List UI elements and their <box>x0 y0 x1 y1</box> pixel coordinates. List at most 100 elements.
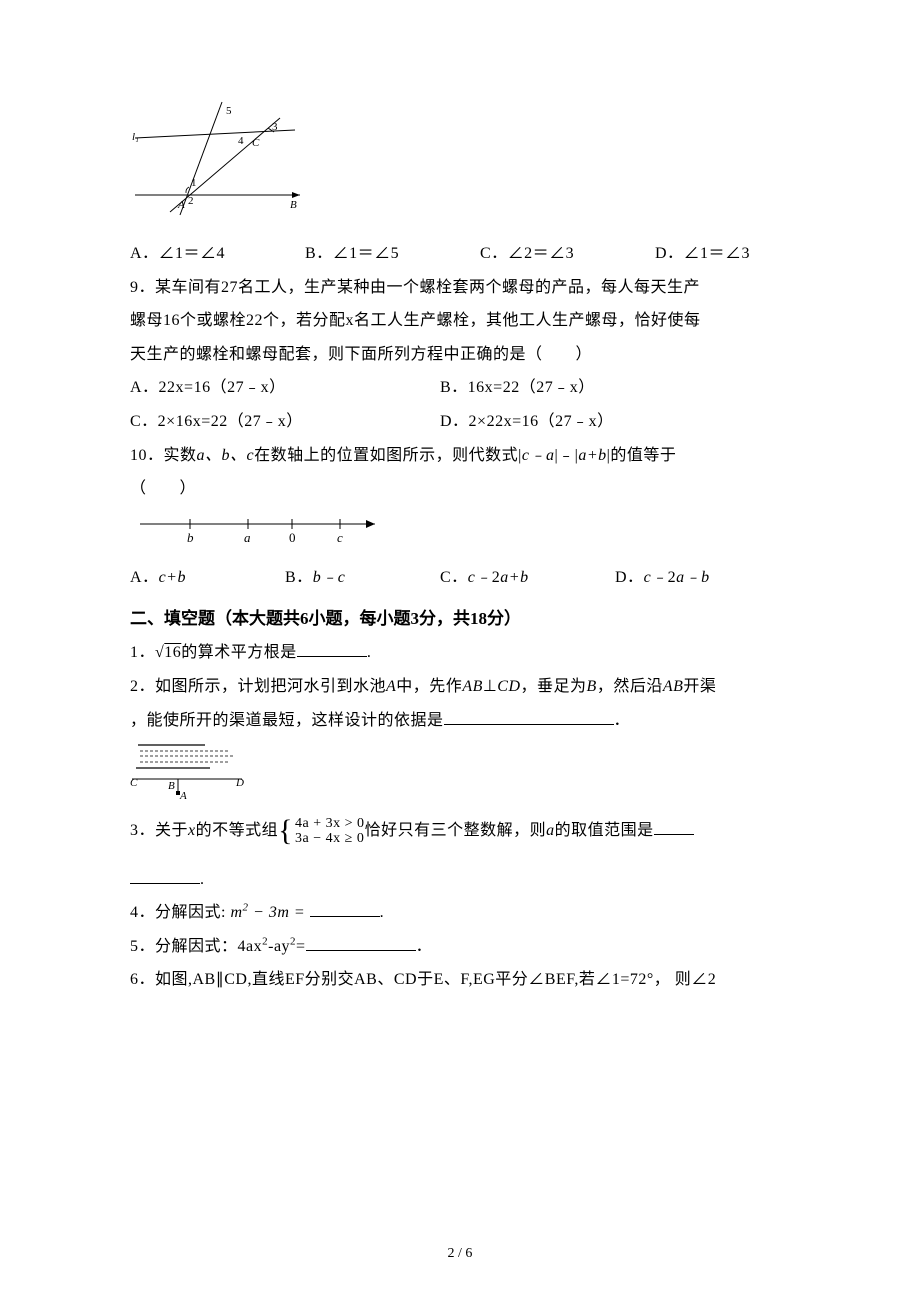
q9-opt-b: B．16x=22（27﹣x） <box>440 371 595 405</box>
f3-mid2: 恰好只有三个整数解，则 <box>365 822 547 839</box>
f3-suffix: 的取值范围是 <box>555 822 654 839</box>
f4: 4．分解因式: m2 − 3m = . <box>130 896 790 930</box>
f3-blank2 <box>130 868 200 884</box>
brace-icon: { <box>278 816 293 846</box>
f2-l1-b: B <box>587 678 597 695</box>
f4-prefix: 4．分解因式: <box>130 904 226 921</box>
q-top-options: A．∠1＝∠4 B．∠1＝∠5 C．∠2＝∠3 D．∠1＝∠3 <box>130 237 790 271</box>
section-2-title: 二、填空题（本大题共6小题，每小题3分，共18分） <box>130 602 790 636</box>
q9-options-1: A．22x=16（27﹣x） B．16x=22（27﹣x） <box>130 371 790 405</box>
nl-a: a <box>244 530 251 545</box>
numberline-svg: b a 0 c <box>130 510 390 548</box>
f5-prefix: 5．分解因式：4ax <box>130 938 262 955</box>
f5-eq: = <box>296 938 306 955</box>
q10-sep: |﹣| <box>554 447 578 464</box>
f2-l1-end: 开渠 <box>683 678 716 695</box>
q10-stem: 10．实数a、b、c在数轴上的位置如图所示，则代数式|c﹣a|﹣|a+b|的值等… <box>130 439 790 473</box>
f3-period: . <box>200 871 205 888</box>
f2-period: ． <box>614 712 631 729</box>
ch-d: D <box>235 777 244 789</box>
f1-prefix: 1． <box>130 644 155 661</box>
f3-x: x <box>188 822 196 839</box>
q10-mid: 在数轴上的位置如图所示，则代数式| <box>254 447 522 464</box>
f2-l1-ab: AB <box>462 678 483 695</box>
angles-diagram-svg: l₁ 5 3 4 C 1 2 A B <box>130 100 310 220</box>
f3-cont: . <box>130 863 790 897</box>
f4-blank <box>310 901 380 917</box>
f2-l1-a: A <box>386 678 396 695</box>
q10-expr1: c﹣a <box>522 447 555 464</box>
opt-a: A．∠1＝∠4 <box>130 237 305 271</box>
opt-b: B．∠1＝∠5 <box>305 237 480 271</box>
f2-l1-mid2: ，垂足为 <box>521 678 587 695</box>
f2-l1-mid: 中，先作 <box>396 678 462 695</box>
ch-c: C <box>130 777 138 789</box>
f2-l1-perp: ⊥ <box>483 678 497 695</box>
q10-opt-a: A．c+b <box>130 561 285 595</box>
f5-blank <box>306 935 416 951</box>
q10-suffix: |的值等于 <box>607 447 677 464</box>
f6: 6．如图,AB∥CD,直线EF分别交AB、CD于E、F,EG平分∠BEF,若∠1… <box>130 963 790 997</box>
f2-l1-suf: ，然后沿 <box>597 678 663 695</box>
channel-svg: C B D A <box>130 741 250 801</box>
opt-d: D．∠1＝∠3 <box>655 237 750 271</box>
q10-paren: （ ） <box>130 472 790 506</box>
label-4: 4 <box>238 135 244 147</box>
q9-opt-c: C．2×16x=22（27﹣x） <box>130 405 440 439</box>
figure-numberline: b a 0 c <box>130 510 790 553</box>
f1: 1．√16的算术平方根是. <box>130 636 790 670</box>
f1-sqrt: √16 <box>155 644 181 661</box>
label-1: 1 <box>191 177 197 189</box>
ch-a: A <box>179 790 187 801</box>
f3-system: 4a + 3x > 03a − 4x ≥ 0 <box>295 816 365 847</box>
f2-l1-cd: CD <box>497 678 520 695</box>
f3-expr2: 3a − 4x ≥ 0 <box>295 831 365 846</box>
nl-b: b <box>187 530 194 545</box>
f4-expr: m2 − 3m = <box>230 904 305 921</box>
f1-blank <box>297 641 367 657</box>
f4-period: . <box>380 904 385 921</box>
page-footer: 2 / 6 <box>0 1246 920 1262</box>
q9-stem-2: 螺母16个或螺栓22个，若分配x名工人生产螺栓，其他工人生产螺母，恰好使每 <box>130 304 790 338</box>
q9-stem-1: 9．某车间有27名工人，生产某种由一个螺栓套两个螺母的产品，每人每天生产 <box>130 271 790 305</box>
f3-a: a <box>546 822 555 839</box>
q10-options: A．c+b B．b﹣c C．c﹣2a+b D．c﹣2a﹣b <box>130 561 790 595</box>
figure-channel: C B D A <box>130 741 790 806</box>
q9-stem-3: 天生产的螺栓和螺母配套，则下面所列方程中正确的是（ ） <box>130 338 790 372</box>
f2-l1-ab2: AB <box>663 678 684 695</box>
opt-c: C．∠2＝∠3 <box>480 237 655 271</box>
f5: 5．分解因式：4ax2-ay2=． <box>130 930 790 964</box>
q10-opt-c: C．c﹣2a+b <box>440 561 615 595</box>
label-l1: l₁ <box>132 131 139 143</box>
q9-opt-d: D．2×22x=16（27﹣x） <box>440 405 614 439</box>
q9-opt-a: A．22x=16（27﹣x） <box>130 371 440 405</box>
q9-options-2: C．2×16x=22（27﹣x） D．2×22x=16（27﹣x） <box>130 405 790 439</box>
f5-period: ． <box>416 938 433 955</box>
label-c: C <box>252 137 260 149</box>
f3-expr1: 4a + 3x > 0 <box>295 816 365 831</box>
figure-angles: l₁ 5 3 4 C 1 2 A B <box>130 100 790 225</box>
f1-suffix: 的算术平方根是 <box>181 644 297 661</box>
q10-prefix: 10．实数 <box>130 447 197 464</box>
q10-opt-b: B．b﹣c <box>285 561 440 595</box>
q10-vars: a、b、c <box>197 447 255 464</box>
f2-l2-text: ，能使所开的渠道最短，这样设计的依据是 <box>130 712 444 729</box>
f3-mid1: 的不等式组 <box>196 822 279 839</box>
label-b: B <box>290 199 297 211</box>
label-2: 2 <box>188 195 194 207</box>
nl-0: 0 <box>289 530 296 545</box>
f3-prefix: 3．关于 <box>130 822 188 839</box>
f5-mid: -ay <box>268 938 290 955</box>
f3-blank <box>654 819 694 835</box>
f1-period: . <box>367 644 372 661</box>
f2-blank <box>444 709 614 725</box>
label-5: 5 <box>226 105 232 117</box>
label-a: A <box>177 199 185 211</box>
f2-line1: 2．如图所示，计划把河水引到水池A中，先作AB⊥CD，垂足为B，然后沿AB开渠 <box>130 670 790 704</box>
q10-opt-d: D．c﹣2a﹣b <box>615 561 710 595</box>
f2-line2: ，能使所开的渠道最短，这样设计的依据是 ． <box>130 704 790 738</box>
ch-b: B <box>168 780 175 792</box>
ch-a-dot <box>176 791 180 795</box>
f2-l1-prefix: 2．如图所示，计划把河水引到水池 <box>130 678 386 695</box>
nl-c: c <box>337 530 343 545</box>
